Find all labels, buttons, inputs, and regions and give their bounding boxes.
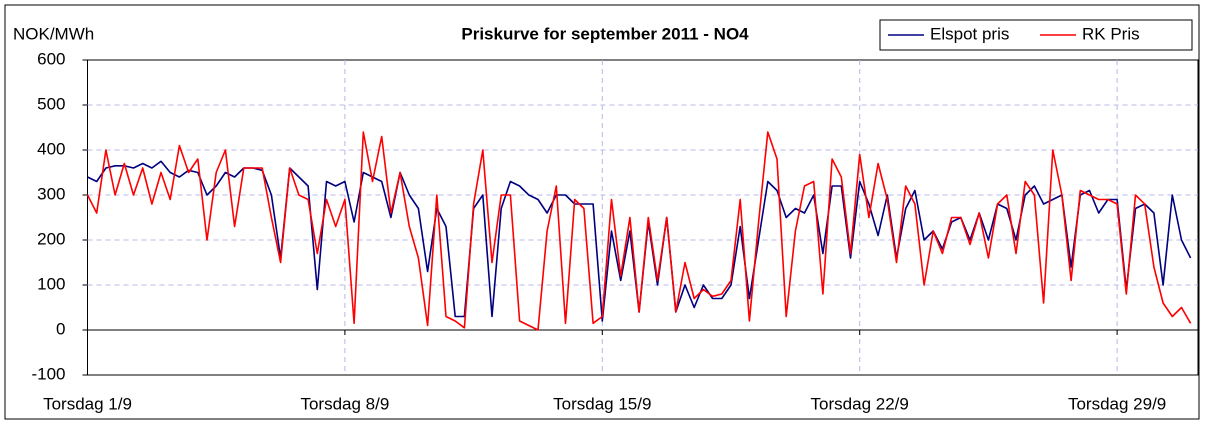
y-tick-label: 300 (37, 184, 65, 203)
legend-label: RK Pris (1082, 24, 1140, 43)
x-tick-label: Torsdag 8/9 (300, 394, 389, 413)
x-tick-label: Torsdag 29/9 (1068, 394, 1166, 413)
plot-area (87, 59, 1199, 376)
y-tick-label: 500 (37, 94, 65, 113)
y-axis-label: NOK/MWh (13, 24, 94, 43)
series-line (86, 131, 1192, 331)
x-tick-label: Torsdag 22/9 (811, 394, 909, 413)
legend-label: Elspot pris (930, 24, 1009, 43)
x-tick-label: Torsdag 15/9 (553, 394, 651, 413)
x-tick-label: Torsdag 1/9 (43, 394, 132, 413)
y-tick-label: 100 (37, 274, 65, 293)
y-tick-label: 200 (37, 229, 65, 248)
y-tick-label: 600 (37, 49, 65, 68)
legend-box (879, 19, 1193, 51)
y-tick-label: -100 (31, 364, 65, 383)
y-tick-label: 0 (56, 319, 65, 338)
y-tick-label: 400 (37, 139, 65, 158)
chart-title: Priskurve for september 2011 - NO4 (461, 24, 749, 43)
